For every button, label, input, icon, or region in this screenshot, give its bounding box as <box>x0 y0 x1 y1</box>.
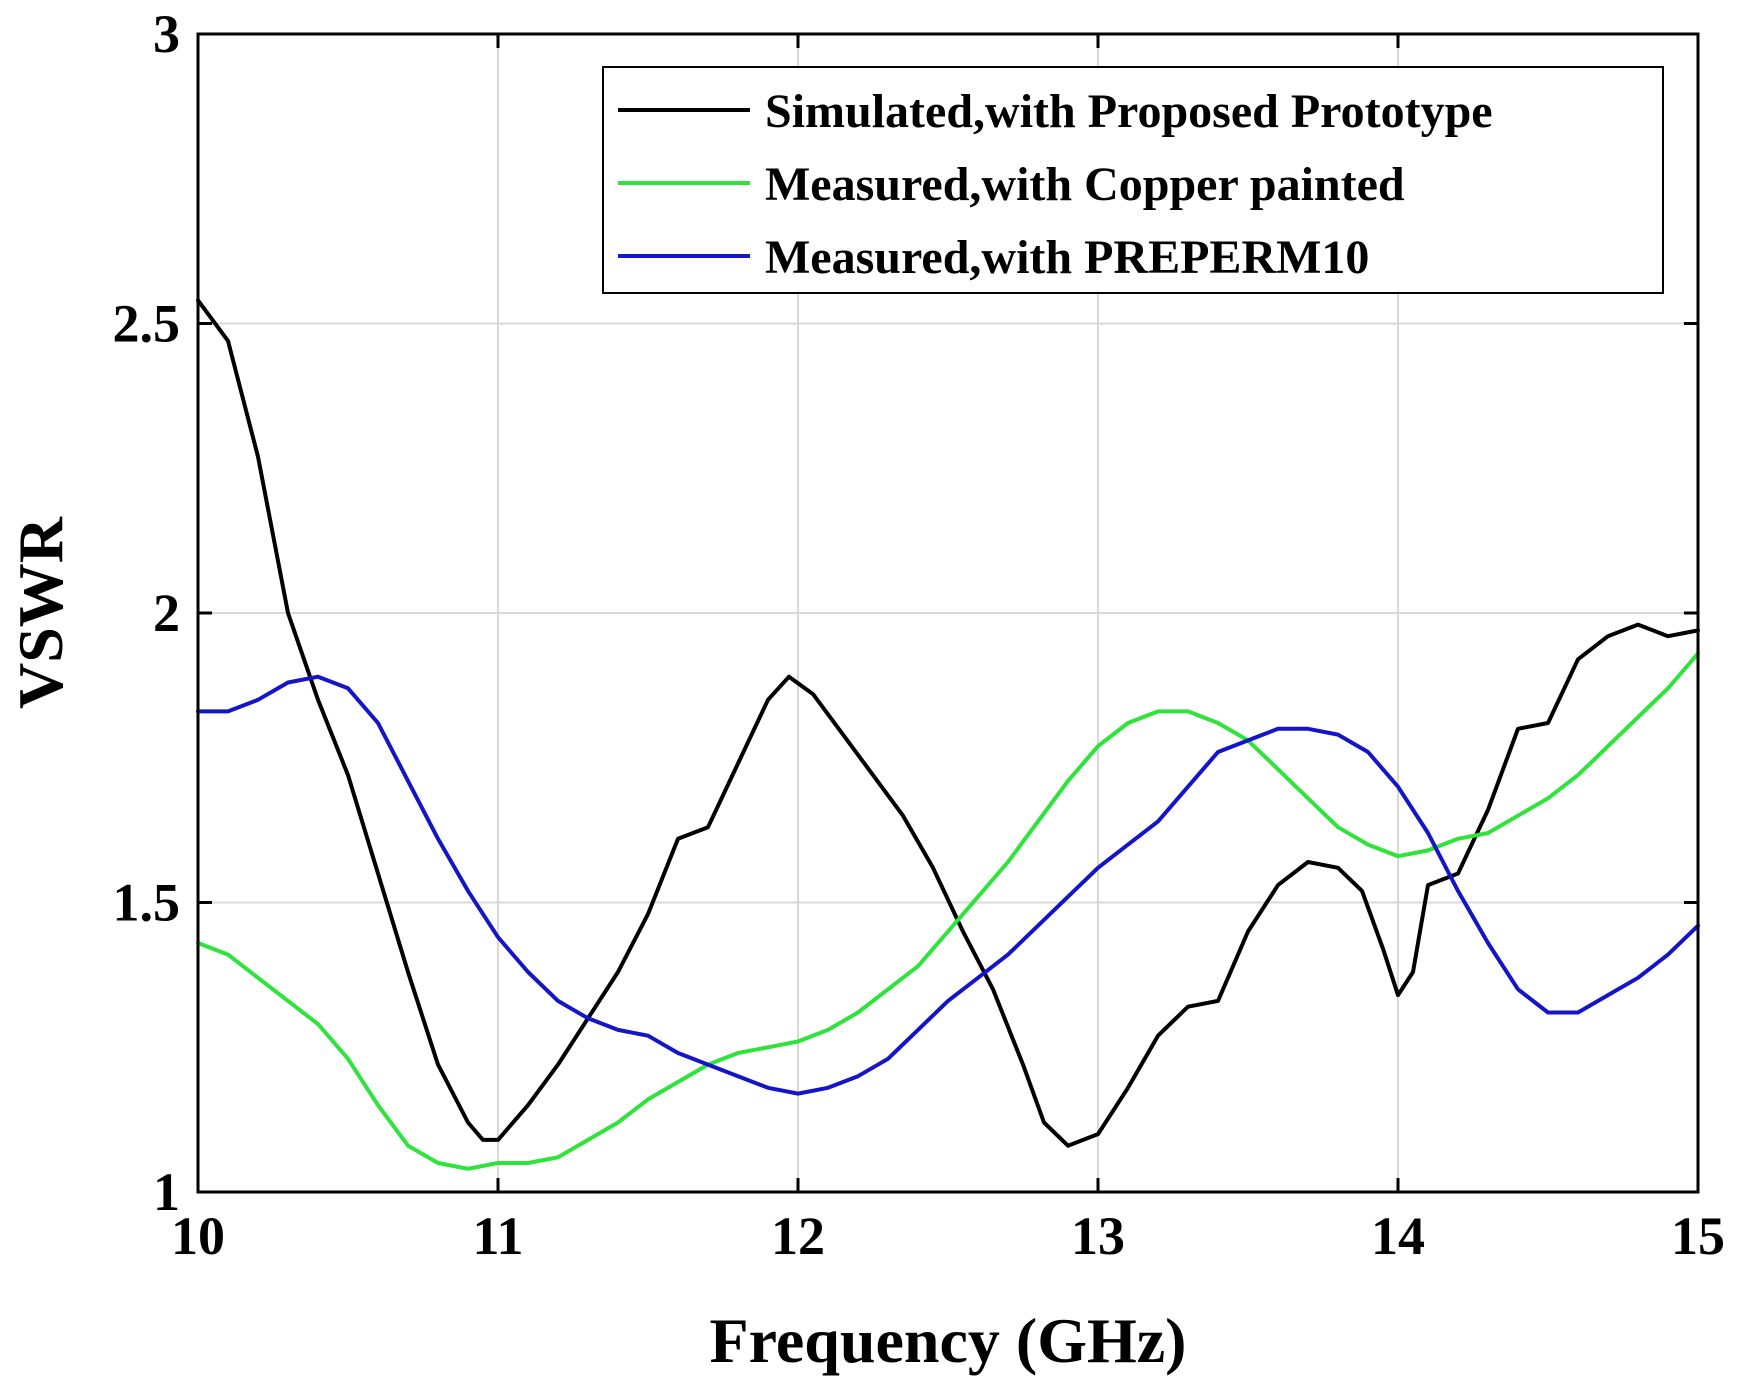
legend-label-preperm: Measured,with PREPERM10 <box>765 231 1369 284</box>
legend-label-copper: Measured,with Copper painted <box>765 158 1405 211</box>
y-tick-label: 2 <box>153 583 180 643</box>
x-tick-label: 13 <box>1071 1206 1125 1266</box>
series-line-copper <box>196 651 1700 1171</box>
y-tick-label: 1 <box>153 1162 180 1222</box>
y-tick-label: 1.5 <box>113 873 181 933</box>
y-tick-label: 2.5 <box>113 294 181 354</box>
ticks <box>196 32 1700 1194</box>
x-tick-label: 14 <box>1371 1206 1425 1266</box>
x-tick-label: 12 <box>771 1206 825 1266</box>
x-tick-label: 15 <box>1671 1206 1725 1266</box>
y-axis-title: VSWR <box>5 516 76 709</box>
legend-label-simulated: Simulated,with Proposed Prototype <box>765 85 1493 138</box>
series-group <box>196 298 1700 1171</box>
x-axis-title: Frequency (GHz) <box>710 1305 1187 1376</box>
tick-labels: 10 11 12 13 14 15 1 1.5 2 2.5 3 <box>113 4 1726 1266</box>
legend: Simulated,with Proposed Prototype Measur… <box>602 66 1664 294</box>
x-tick-label: 11 <box>472 1206 523 1266</box>
series-line-preperm <box>196 674 1700 1096</box>
x-tick-label: 10 <box>171 1206 225 1266</box>
series-line-simulated <box>196 298 1700 1148</box>
legend-box <box>602 66 1664 294</box>
grid <box>198 34 1698 1192</box>
y-tick-label: 3 <box>153 4 180 64</box>
